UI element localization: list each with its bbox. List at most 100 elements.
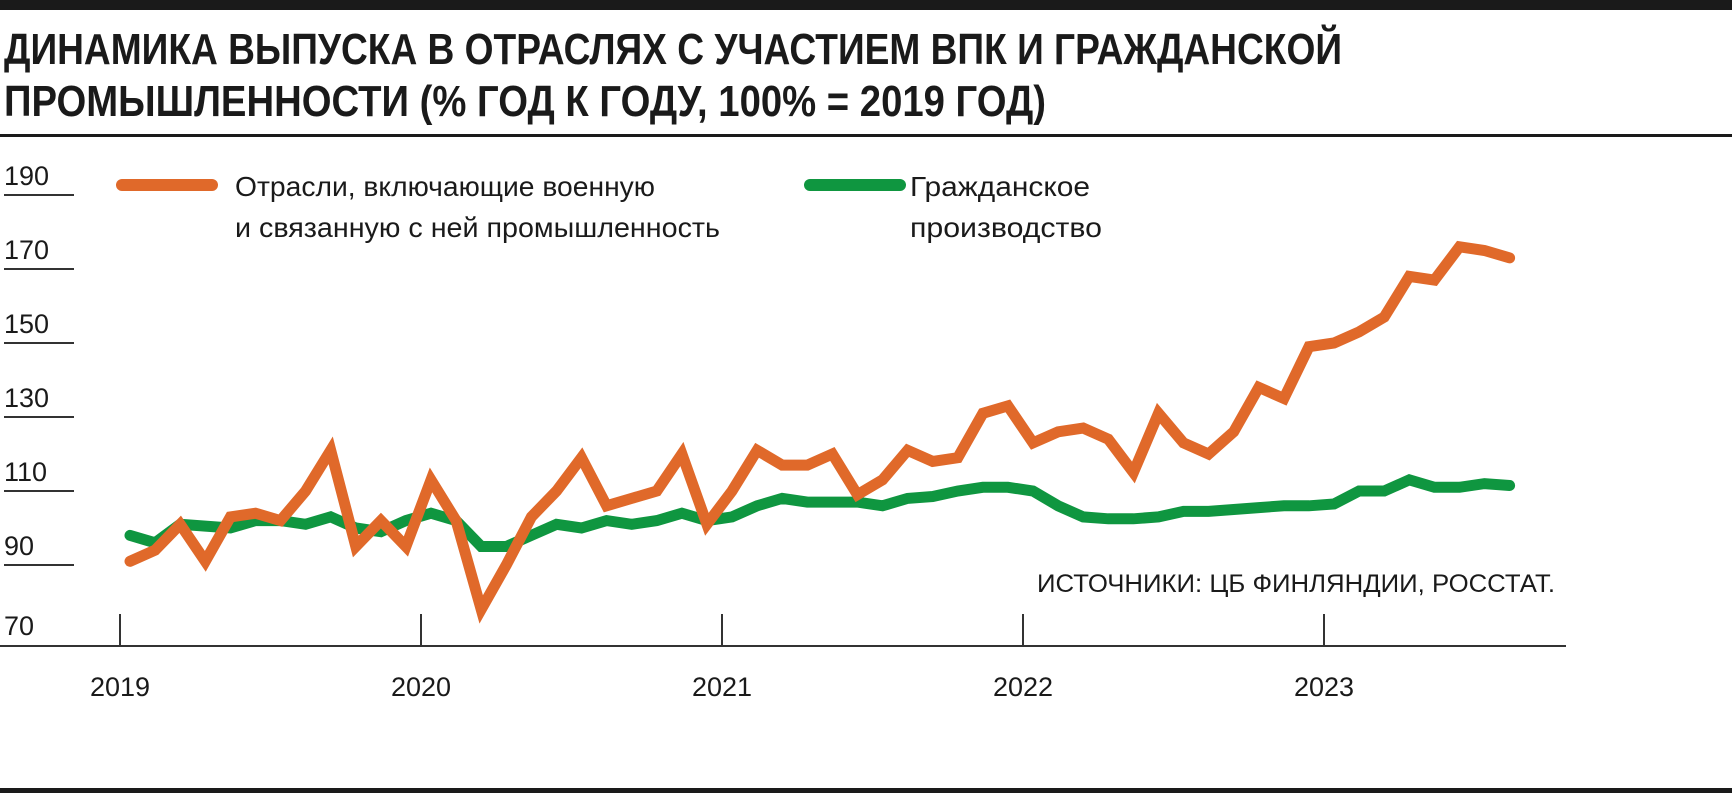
data-point-military [254,512,257,515]
data-point-civil [655,519,658,522]
data-point-military [1282,397,1285,400]
data-point-military [956,456,959,459]
x-axis: 2019 2020 2021 2022 2023 [0,614,1566,702]
data-point-military [279,519,282,522]
data-point-civil [1408,478,1411,481]
data-point-military [1508,256,1511,259]
data-point-military [1333,342,1336,344]
data-point-military [1032,441,1035,444]
x-tick-label: 2022 [993,672,1053,702]
data-point-military [1458,245,1461,248]
data-point-civil [1182,510,1185,513]
legend-label-military-line-1: Отрасли, включающие военную [235,171,655,202]
data-point-civil [931,495,934,498]
data-point-civil [1483,482,1486,485]
y-tick-label: 90 [4,531,34,561]
y-tick-label: 170 [4,235,49,265]
data-point-military [605,504,608,507]
data-point-civil [1433,486,1436,489]
data-point-military [831,453,834,455]
top-bar [0,0,1732,10]
y-tick-label: 70 [4,611,34,641]
data-point-civil [1207,510,1210,513]
data-point-civil [1358,490,1361,492]
data-point-civil [680,512,683,515]
data-point-civil [1006,486,1009,489]
data-point-military [530,515,533,518]
title-divider [0,134,1732,137]
data-point-civil [530,534,533,537]
data-point-military [580,456,583,459]
data-point-civil [304,523,307,526]
data-point-military [129,560,132,563]
data-point-military [1483,249,1486,252]
data-point-military [1257,386,1260,389]
data-point-civil [956,490,959,492]
data-point-civil [605,519,608,522]
y-axis: 190 170 150 130 110 90 70 [4,161,74,641]
data-point-military [1182,441,1185,444]
legend: Отрасли, включающие военную и связанную … [116,171,1102,243]
data-point-military [1232,430,1235,433]
data-point-civil [856,501,859,504]
data-point-civil [1132,517,1135,520]
data-point-military [455,519,458,522]
data-point-military [806,464,809,467]
data-point-civil [580,527,583,529]
data-point-military [304,490,307,492]
data-point-civil [756,504,759,507]
data-point-military [731,490,734,492]
data-point-military [379,519,382,522]
data-point-military [354,545,357,548]
data-point-military [154,549,157,552]
data-point-civil [981,486,984,489]
data-point-civil [254,519,257,522]
data-point-military [655,490,658,492]
data-point-military [1358,330,1361,333]
data-point-civil [1032,490,1035,492]
data-point-military [555,490,558,492]
data-point-civil [329,515,332,518]
data-point-civil [1333,502,1336,505]
data-point-civil [379,530,382,533]
bottom-bar [0,788,1732,793]
y-tick-label: 110 [4,457,47,487]
data-point-civil [906,497,909,500]
data-point-military [204,560,207,563]
x-tick-label: 2019 [90,672,150,702]
data-point-civil [1082,515,1085,518]
x-tick-label: 2023 [1294,672,1354,702]
data-point-military [630,497,633,500]
data-point-military [1383,316,1386,319]
data-point-civil [1383,490,1386,492]
x-tick-label: 2021 [692,672,752,702]
data-point-military [906,449,909,452]
data-point-civil [1157,515,1160,518]
data-point-civil [1107,517,1110,520]
data-point-military [1057,430,1060,433]
data-point-civil [430,512,433,515]
data-point-military [856,493,859,496]
data-point-military [1107,438,1110,441]
data-point-military [756,449,759,452]
data-point-military [705,523,708,526]
data-point-civil [204,525,207,528]
data-point-military [1433,279,1436,282]
data-point-civil [1508,484,1511,487]
data-point-military [1207,453,1210,455]
data-point-military [1307,345,1310,348]
data-point-military [1408,275,1411,278]
chart-title-line-2: ПРОМЫШЛЕННОСТИ (% ГОД К ГОДУ, 100% = 201… [4,77,1046,126]
data-point-civil [1232,508,1235,511]
x-tick-label: 2020 [391,672,451,702]
y-tick-label: 150 [4,309,49,339]
data-point-civil [480,545,483,548]
data-point-military [329,449,332,452]
source-note: ИСТОЧНИКИ: ЦБ ФИНЛЯНДИИ, РОССТАТ. [1037,570,1555,598]
data-point-military [1082,427,1085,430]
data-point-military [430,478,433,481]
legend-label-military-line-2: и связанную с ней промышленность [235,212,720,243]
data-point-military [931,460,934,463]
data-point-civil [630,523,633,526]
data-point-military [1006,404,1009,407]
